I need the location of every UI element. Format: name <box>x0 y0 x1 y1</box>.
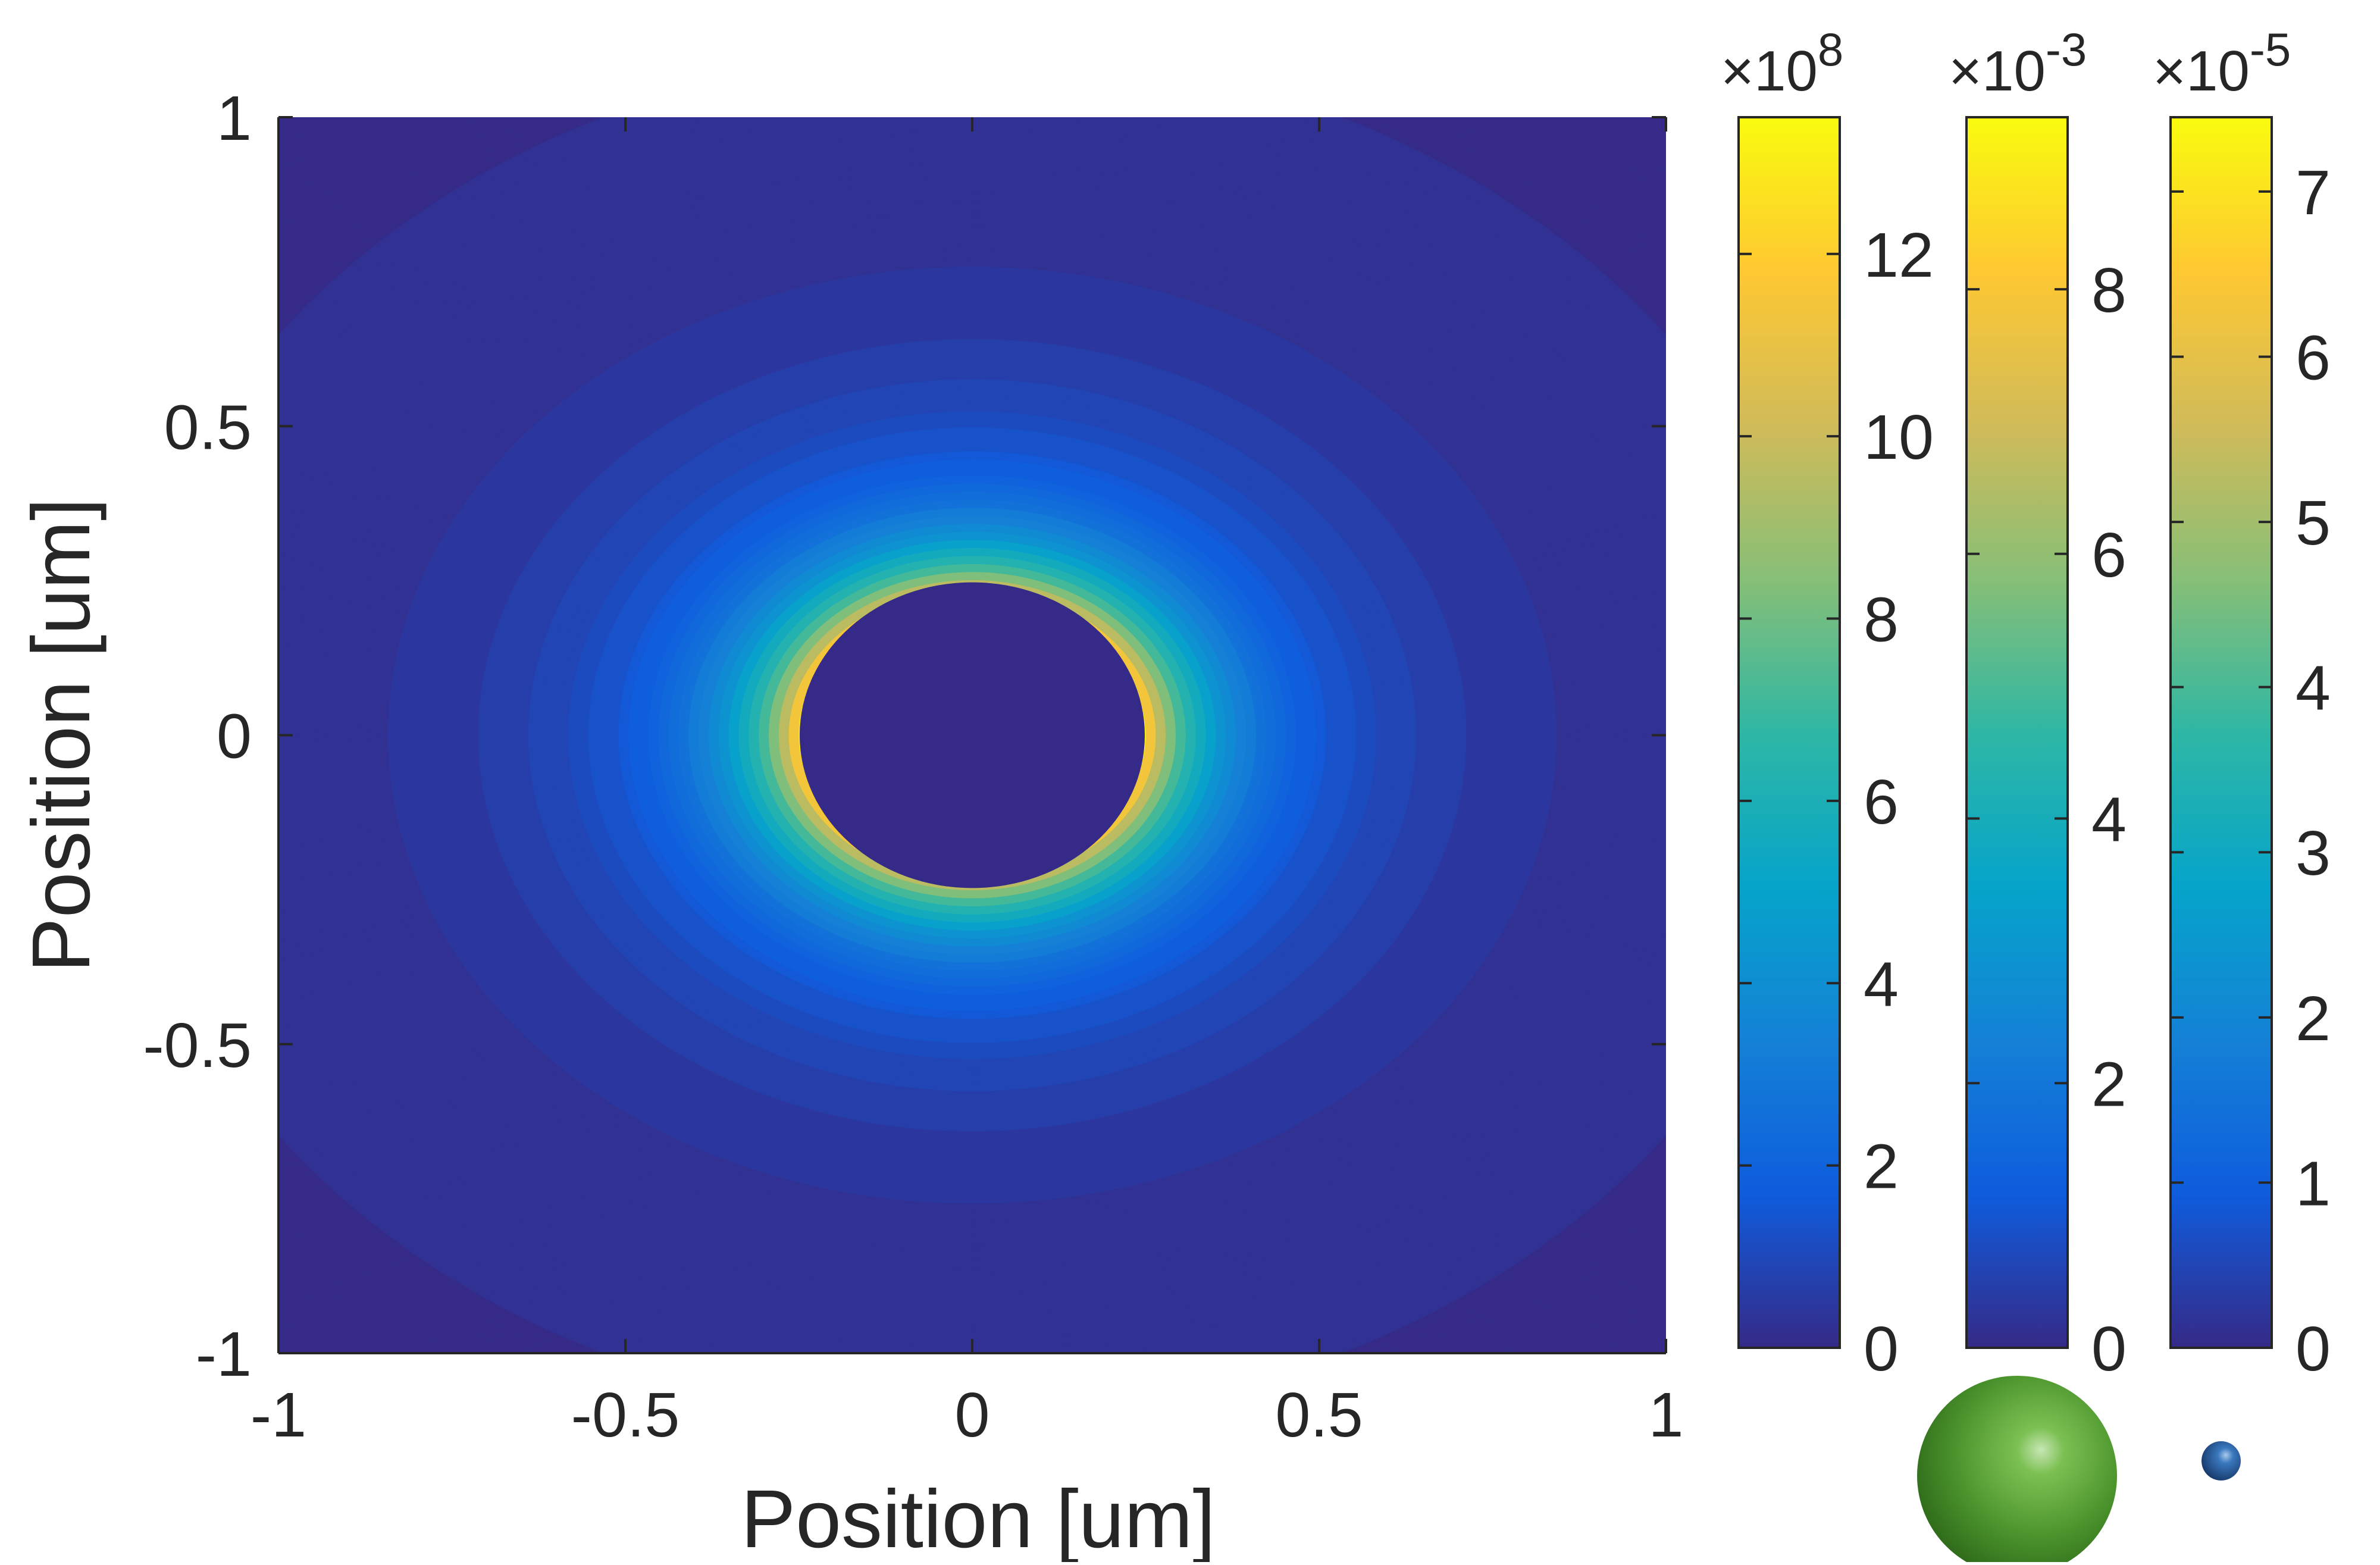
colorbar-exponent-power: 8 <box>1818 23 1843 76</box>
colorbar-tick-label: 4 <box>2296 653 2331 724</box>
y-tick-label: -1 <box>196 1319 252 1389</box>
colorbar-exponent-label: ×10-5 <box>2153 23 2291 103</box>
colorbar-tick-label: 2 <box>2296 984 2331 1054</box>
colorbar-exponent-power: -5 <box>2250 23 2291 76</box>
colorbar-exponent-base: ×10 <box>1949 39 2046 103</box>
heatmap-field <box>278 117 1666 1353</box>
colorbar-tick-label: 7 <box>2296 158 2331 228</box>
colorbar-tick-label: 5 <box>2296 488 2331 558</box>
y-tick-label: 0 <box>217 702 252 772</box>
y-tick-label: 1 <box>217 83 252 154</box>
colorbar-2: 0 2 4 6 8 ×10-3 <box>1949 23 2127 1384</box>
heatmap <box>278 117 1666 1353</box>
colorbar-exponent-power: -3 <box>2046 23 2087 76</box>
colorbar-tick-label: 1 <box>2296 1148 2331 1219</box>
colorbar-tick-label: 8 <box>1864 585 1899 655</box>
x-tick-label: -0.5 <box>571 1380 680 1450</box>
y-tick-label: -0.5 <box>143 1010 252 1081</box>
colorbar-tick-label: 6 <box>2296 323 2331 393</box>
large-green-sphere <box>1917 1376 2117 1565</box>
particle-interior <box>799 582 1145 888</box>
colorbar-tick-label: 6 <box>1864 767 1899 837</box>
colorbar-tick-label: 4 <box>1864 949 1899 1019</box>
particle-legend <box>1917 1376 2241 1565</box>
heatmap-axes: -1 -0.5 0 0.5 1 1 0.5 0 -0.5 -1 Position [um] Posit… <box>15 83 1684 1565</box>
colorbar-gradient-bar <box>1965 116 2069 1349</box>
y-axis-label: Position [um] <box>15 498 107 973</box>
small-blue-sphere <box>2202 1441 2241 1481</box>
colorbar-exponent-base: ×10 <box>1721 39 1818 103</box>
colorbar-tick-label: 6 <box>2091 520 2127 590</box>
colorbar-tick-label: 12 <box>1864 220 1934 290</box>
x-tick-label: 0 <box>955 1380 990 1450</box>
colorbar-tick-label: 2 <box>1864 1132 1899 1202</box>
colorbar-exponent-base: ×10 <box>2153 39 2250 103</box>
x-axis-label: Position [um] <box>741 1473 1216 1562</box>
colorbar-tick-label: 0 <box>1864 1314 1899 1384</box>
y-tick-label: 0.5 <box>164 392 252 462</box>
colorbar-tick-label: 0 <box>2296 1314 2331 1384</box>
x-tick-label: 1 <box>1649 1380 1684 1450</box>
colorbar-gradient-bar <box>2169 116 2273 1349</box>
colorbar-gradient-bar <box>1737 116 1841 1349</box>
colorbar-tick-label: 10 <box>1864 402 1934 472</box>
colorbar-exponent-label: ×10-3 <box>1949 23 2087 103</box>
colorbar-tick-label: 2 <box>2091 1049 2127 1119</box>
x-tick-label: -1 <box>250 1380 306 1450</box>
colorbar-tick-label: 0 <box>2091 1314 2127 1384</box>
colorbar-tick-label: 4 <box>2091 785 2127 855</box>
colorbar-tick-label: 8 <box>2091 255 2127 325</box>
colorbar-exponent-label: ×108 <box>1721 23 1843 103</box>
colorbar-tick-label: 3 <box>2296 818 2331 888</box>
x-tick-label: 0.5 <box>1275 1380 1363 1450</box>
